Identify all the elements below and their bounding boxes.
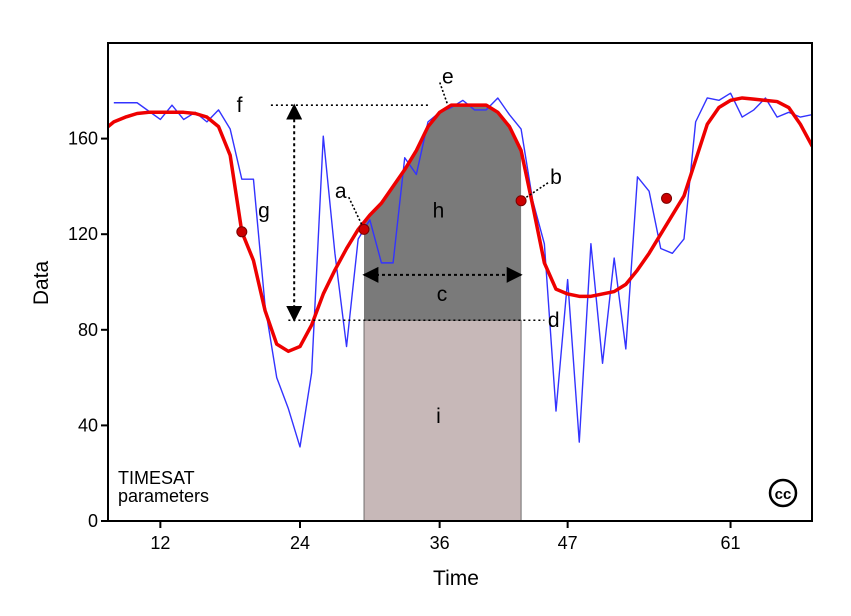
annotation-g: g (258, 199, 270, 222)
season-marker (515, 195, 527, 207)
timesat-label-line2: parameters (118, 486, 209, 506)
annotation-labels: a b c d e f g h i (237, 65, 562, 427)
region-i (363, 319, 522, 522)
annotation-a: a (335, 180, 347, 203)
y-axis-title: Data (30, 261, 53, 306)
annotation-c: c (437, 283, 448, 306)
season-marker (661, 192, 673, 204)
x-axis-title: Time (433, 567, 479, 590)
raw-data-line (113, 92, 812, 448)
annotation-a-leader (348, 196, 365, 230)
annotation-h: h (433, 199, 445, 222)
annotation-i: i (436, 405, 441, 428)
season-markers (236, 192, 673, 238)
data-series (108, 92, 812, 448)
annotation-d: d (548, 309, 560, 332)
fitted-curve-line (108, 96, 812, 354)
x-tick-label: 24 (290, 533, 310, 553)
reference-guides (270, 82, 549, 322)
annotation-b: b (550, 166, 562, 189)
annotation-e-leader (439, 82, 449, 106)
season-marker (236, 226, 248, 238)
cc-license-icon: cc (768, 478, 798, 508)
y-tick-label: 0 (88, 511, 98, 531)
x-tick-label: 61 (721, 533, 741, 553)
season-marker (358, 223, 370, 235)
annotation-e: e (442, 65, 454, 88)
region-h (364, 105, 522, 321)
timesat-label-line1: TIMESAT (118, 468, 195, 488)
cc-license-text: cc (775, 486, 792, 503)
x-tick-label: 47 (558, 533, 578, 553)
y-tick-label: 80 (78, 320, 98, 340)
y-tick-label: 160 (68, 129, 98, 149)
plot-frame (107, 42, 813, 522)
axes: 12 24 36 47 61 0 40 80 120 160 (68, 129, 741, 553)
annotation-b-leader (520, 182, 549, 202)
x-tick-label: 36 (430, 533, 450, 553)
phenology-regions (363, 105, 522, 522)
x-tick-label: 12 (150, 533, 170, 553)
y-tick-label: 40 (78, 415, 98, 435)
y-tick-label: 120 (68, 224, 98, 244)
annotation-f: f (237, 94, 243, 117)
